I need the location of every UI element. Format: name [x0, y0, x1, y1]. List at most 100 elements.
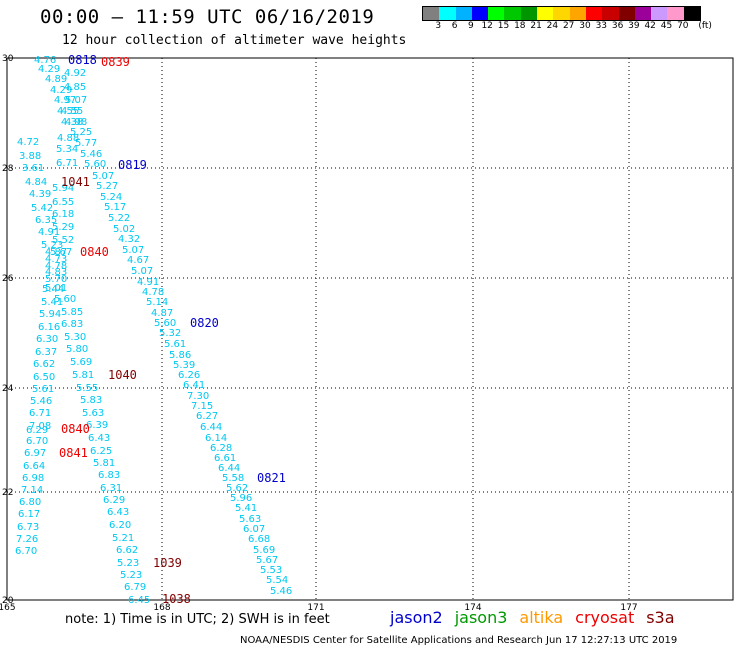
- wave-height-value: 6.20: [109, 520, 131, 531]
- color-scale-label: 39: [628, 21, 640, 31]
- color-scale-labels: 3 6 9 12 15 18 21 24 27 30 33 36 39 42 45 70 (ft): [422, 21, 740, 35]
- wave-height-value: 5.81: [72, 370, 94, 381]
- satellite-cryosat: cryosat: [575, 608, 635, 627]
- wave-height-value: 4.83: [45, 267, 67, 278]
- wave-height-value: 6.26: [178, 370, 200, 381]
- color-scale-label: 9: [468, 21, 474, 31]
- wave-height-value: 6.50: [33, 372, 55, 383]
- longitude-label: 174: [464, 603, 481, 613]
- wave-height-value: 5.63: [239, 514, 261, 525]
- satellite-legend: jason2 jason3 altika cryosat s3a: [390, 608, 687, 627]
- color-scale-label: 45: [660, 21, 673, 31]
- wave-height-value: 5.41: [41, 297, 63, 308]
- wave-height-value: 7.15: [191, 401, 213, 412]
- wave-height-value: 6.41: [183, 380, 205, 391]
- map-gridlines: [7, 58, 733, 600]
- wave-height-value: 6.29: [103, 495, 125, 506]
- wave-height-value: 4.87: [45, 247, 67, 258]
- wave-height-value: 6.27: [196, 411, 218, 422]
- wave-height-value: 6.83: [98, 470, 120, 481]
- wave-height-value: 5.07: [122, 245, 144, 256]
- wave-height-value: 6.70: [15, 546, 37, 557]
- wave-height-value: 6.80: [19, 497, 41, 508]
- wave-height-value: 4.32: [118, 234, 140, 245]
- wave-height-value: 5.23: [41, 240, 63, 251]
- wave-height-value: 5.96: [230, 493, 252, 504]
- longitude-label: 165: [0, 603, 16, 613]
- wave-height-value: 4.87: [151, 308, 173, 319]
- color-scale-label: 18: [514, 21, 526, 31]
- wave-height-value: 6.62: [116, 545, 138, 556]
- wave-height-value: 5.34: [56, 144, 78, 155]
- wave-height-value: 6.25: [90, 446, 112, 457]
- wave-height-value: 6.97: [24, 448, 46, 459]
- wave-height-value: 4.78: [45, 261, 67, 272]
- wave-height-value: 5.46: [30, 396, 52, 407]
- wave-height-value: 6.17: [18, 509, 40, 520]
- wave-height-value: 5.58: [222, 473, 244, 484]
- latitude-label: 26: [2, 274, 14, 284]
- pass-time-label: 0840: [61, 422, 90, 436]
- wave-height-value: 6.07: [243, 524, 265, 535]
- wave-height-value: 3.88: [19, 151, 41, 162]
- wave-height-value: 5.86: [169, 350, 191, 361]
- pass-time-label: 1040: [108, 368, 137, 382]
- wave-height-value: 5.53: [260, 565, 282, 576]
- wave-height-value: 4.89: [45, 74, 67, 85]
- wave-height-value: 5.61: [32, 384, 54, 395]
- pass-time-label: 0840: [80, 245, 109, 259]
- wave-height-value: 5.39: [173, 360, 195, 371]
- wave-height-value: 5.54: [266, 575, 288, 586]
- longitude-label: 171: [307, 603, 324, 613]
- wave-height-value: 4.84: [25, 177, 47, 188]
- color-swatch: [634, 7, 652, 20]
- wave-height-value: 4.78: [142, 287, 164, 298]
- wave-height-value: 7.08: [29, 421, 51, 432]
- wave-height-value: 5.24: [100, 192, 122, 203]
- color-scale-label: 33: [595, 21, 608, 31]
- color-scale-label: 24: [546, 21, 559, 31]
- wave-height-value: 4.76: [34, 55, 56, 66]
- wave-height-value: 7.14: [21, 485, 43, 496]
- wave-height-value: 7.30: [187, 391, 209, 402]
- color-scale-label: (ft): [698, 21, 712, 31]
- wave-height-value: 6.44: [218, 463, 240, 474]
- wave-height-value: 5.44: [42, 284, 64, 295]
- wave-height-value: 6.37: [35, 347, 57, 358]
- wave-height-value: 5.46: [80, 149, 102, 160]
- wave-height-value: 5.81: [93, 458, 115, 469]
- wave-height-value: 4.92: [64, 68, 86, 79]
- wave-height-value: 5.01: [45, 283, 67, 294]
- map-frame: [6, 57, 734, 601]
- wave-height-value: 5.23: [117, 558, 139, 569]
- latitude-label: 28: [2, 164, 14, 174]
- wave-height-value: 5.14: [146, 297, 168, 308]
- latitude-label: 24: [2, 384, 14, 394]
- wave-height-value: 5.21: [112, 533, 134, 544]
- wave-height-value: 6.16: [38, 322, 60, 333]
- wave-height-value: 6.55: [52, 197, 74, 208]
- color-swatch: [569, 7, 586, 20]
- wave-height-value: 5.69: [253, 545, 275, 556]
- wave-height-value: 4.98: [65, 117, 87, 128]
- color-swatch: [488, 7, 505, 20]
- wave-height-value: 5.07: [92, 171, 114, 182]
- wave-height-value: 7.26: [16, 534, 38, 545]
- pass-time-label: 0839: [101, 55, 130, 69]
- wave-height-value: 5.77: [75, 138, 97, 149]
- wave-height-value: 6.79: [124, 582, 146, 593]
- wave-height-value: 5.62: [226, 483, 248, 494]
- wave-height-value: 5.67: [256, 555, 278, 566]
- color-scale-label: 27: [562, 21, 575, 31]
- color-scale-label: 36: [611, 21, 624, 31]
- color-swatch: [520, 7, 538, 20]
- wave-height-value: 5.60: [54, 294, 76, 305]
- satellite-jason2: jason2: [390, 608, 443, 627]
- wave-height-value: 5.29: [52, 222, 74, 233]
- wave-height-value: 4.73: [45, 254, 67, 265]
- wave-height-value: 6.39: [86, 420, 108, 431]
- wave-height-value: 5.83: [80, 395, 102, 406]
- color-scale-label: 3: [435, 21, 442, 31]
- longitude-labels: 165 168 171 174 177: [0, 603, 638, 613]
- color-scale-label: 12: [481, 21, 493, 31]
